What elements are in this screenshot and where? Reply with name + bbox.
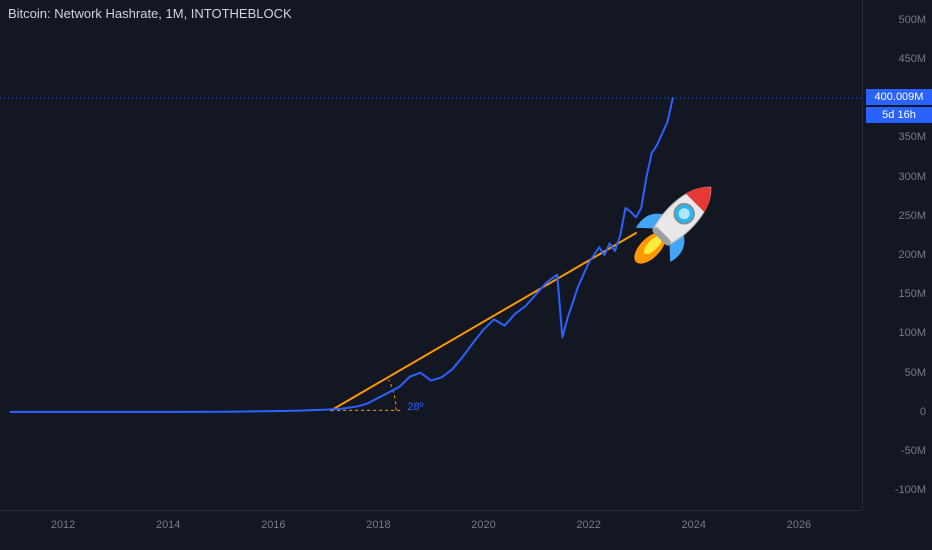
x-tick: 2026 bbox=[787, 519, 811, 531]
x-tick: 2014 bbox=[156, 519, 180, 531]
last-price-label: 400.009M bbox=[866, 89, 932, 105]
y-tick: -50M bbox=[868, 445, 932, 457]
y-tick: -100M bbox=[868, 484, 932, 496]
y-tick: 500M bbox=[868, 14, 932, 26]
y-axis[interactable]: 400.009M 5d 16h -100M -50M 0 50M 100M 150M 200… bbox=[862, 0, 932, 510]
y-tick: 250M bbox=[868, 210, 932, 222]
y-tick: 200M bbox=[868, 249, 932, 261]
x-tick: 2024 bbox=[682, 519, 706, 531]
x-tick: 2016 bbox=[261, 519, 285, 531]
countdown-label: 5d 16h bbox=[866, 107, 932, 123]
y-tick: 0 bbox=[868, 406, 932, 418]
y-tick: 150M bbox=[868, 288, 932, 300]
y-tick: 300M bbox=[868, 171, 932, 183]
x-tick: 2022 bbox=[576, 519, 600, 531]
x-tick: 2020 bbox=[471, 519, 495, 531]
chart-title: Bitcoin: Network Hashrate, 1M, INTOTHEBL… bbox=[8, 6, 292, 21]
chart-container: Bitcoin: Network Hashrate, 1M, INTOTHEBL… bbox=[0, 0, 932, 550]
x-tick: 2018 bbox=[366, 519, 390, 531]
x-tick: 2012 bbox=[51, 519, 75, 531]
y-tick: 350M bbox=[868, 131, 932, 143]
angle-label: 28º bbox=[407, 401, 423, 413]
plot-area[interactable]: 28º bbox=[0, 0, 862, 510]
y-tick: 100M bbox=[868, 327, 932, 339]
x-axis[interactable]: 2012 2014 2016 2018 2020 2022 2024 2026 bbox=[0, 510, 862, 550]
y-tick: 450M bbox=[868, 53, 932, 65]
y-tick: 50M bbox=[868, 367, 932, 379]
rocket-icon bbox=[623, 165, 733, 275]
